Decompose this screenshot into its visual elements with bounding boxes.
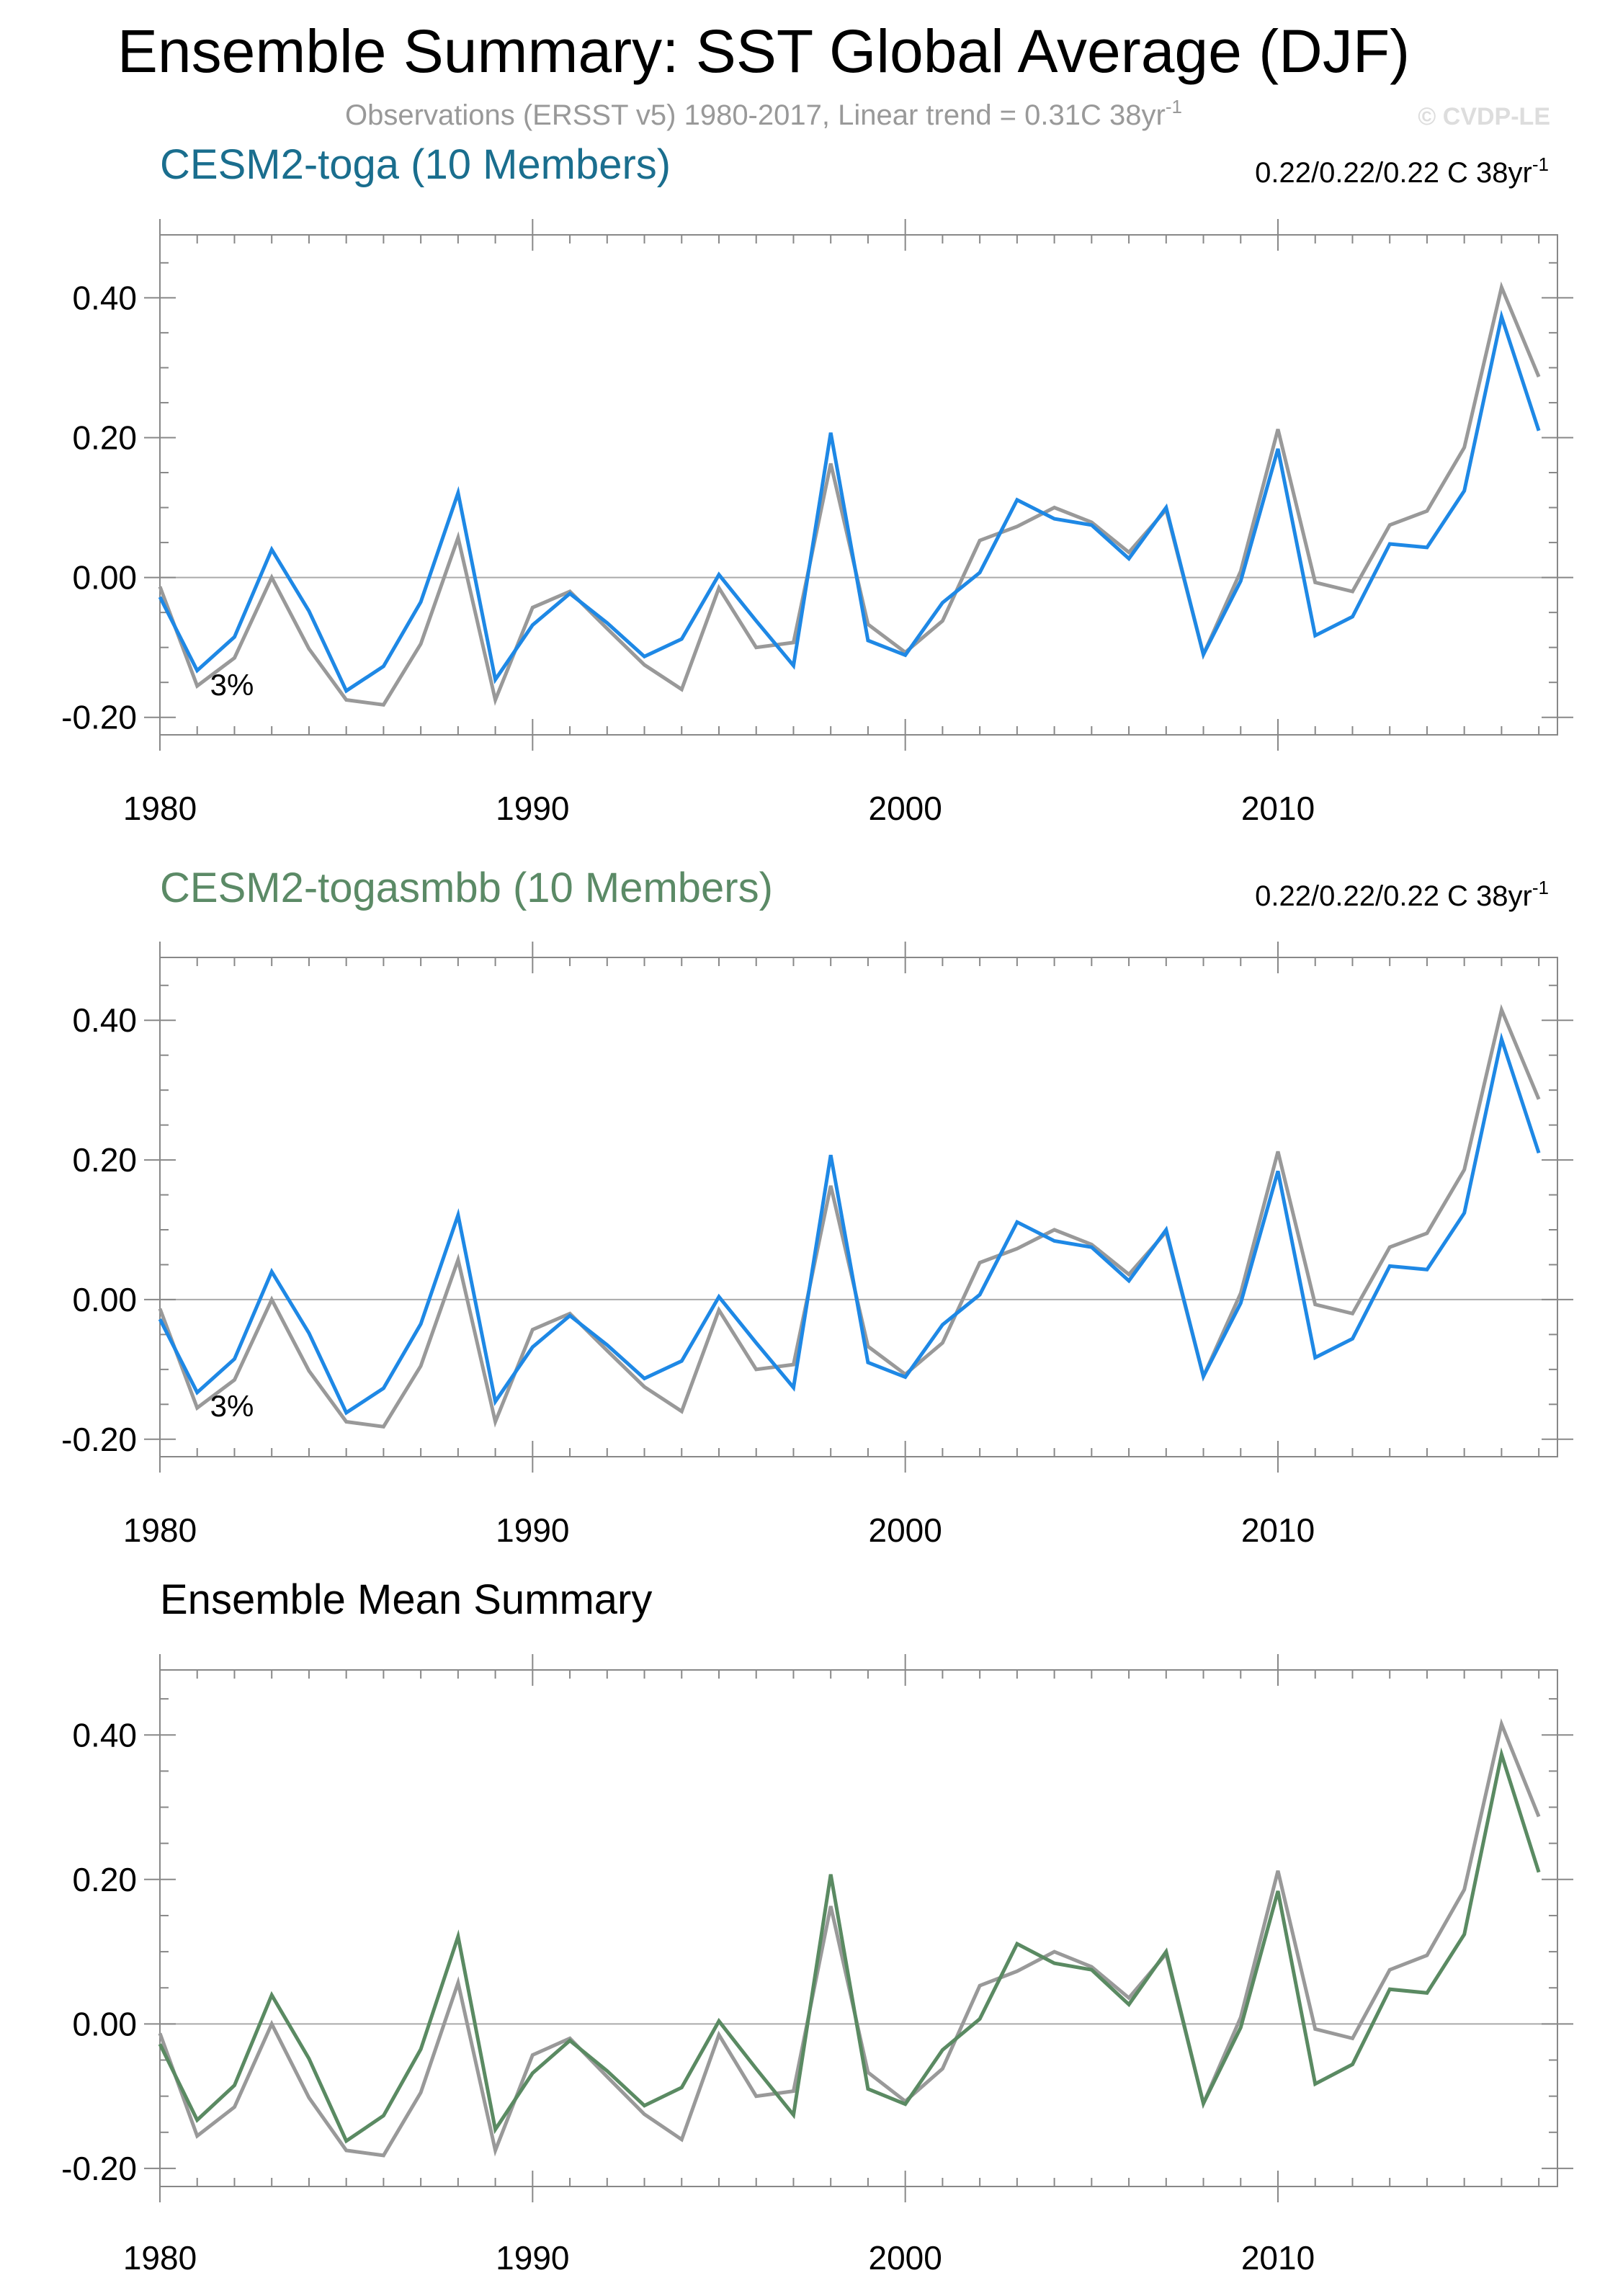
y-tick-label: 0.20 xyxy=(72,1861,137,1898)
y-tick-label: 0.40 xyxy=(72,1716,137,1754)
trend-label-text: 0.22/0.22/0.22 C 38yr xyxy=(1255,880,1532,912)
x-tick-label: 1990 xyxy=(496,2239,569,2277)
figure-subtitle-text: Observations (ERSST v5) 1980-2017, Linea… xyxy=(345,99,1166,131)
panel-title: Ensemble Mean Summary xyxy=(160,1576,652,1623)
x-tick-label: 2010 xyxy=(1241,2239,1315,2277)
figure-subtitle-superscript: -1 xyxy=(1166,96,1182,117)
trend-label-superscript: -1 xyxy=(1532,877,1549,898)
y-tick-label: -0.20 xyxy=(61,1421,137,1458)
observations-line xyxy=(158,1717,1541,2158)
y-tick-label: -0.20 xyxy=(61,699,137,736)
plot-frame xyxy=(159,957,1558,1457)
y-tick-label: -0.20 xyxy=(61,2150,137,2187)
x-tick-label: 2010 xyxy=(1241,790,1315,827)
y-tick-label: 0.20 xyxy=(72,419,137,456)
figure-subtitle: Observations (ERSST v5) 1980-2017, Linea… xyxy=(345,96,1182,131)
figure-title: Ensemble Summary: SST Global Average (DJ… xyxy=(117,17,1410,85)
panel-3: Ensemble Mean Summary -0.20 0.00 0.20 0.40 19… xyxy=(61,1576,1573,2277)
y-tick-label: 0.40 xyxy=(72,279,137,316)
y-tick-label: 0.40 xyxy=(72,1001,137,1039)
watermark: © CVDP-LE xyxy=(1418,103,1550,130)
x-tick-label: 1990 xyxy=(496,790,569,827)
model-line xyxy=(158,1747,1541,2144)
trend-label-text: 0.22/0.22/0.22 C 38yr xyxy=(1255,157,1532,189)
y-tick-label: 0.00 xyxy=(72,1281,137,1318)
percent-label: 3% xyxy=(210,668,254,702)
trend-label: 0.22/0.22/0.22 C 38yr-1 xyxy=(1255,877,1549,912)
plot-frame xyxy=(159,1669,1558,2187)
panel-2: CESM2-togasmbb (10 Members) 0.22/0.22/0.2… xyxy=(61,865,1573,1549)
x-tick-label: 2000 xyxy=(868,790,942,827)
x-tick-label: 1980 xyxy=(123,1511,197,1549)
x-tick-label: 2010 xyxy=(1241,1511,1315,1549)
y-tick-label: 0.00 xyxy=(72,559,137,597)
x-tick-label: 1980 xyxy=(123,2239,197,2277)
y-tick-label: 0.00 xyxy=(72,2005,137,2042)
panel-title: CESM2-toga (10 Members) xyxy=(160,141,671,188)
x-tick-label: 1990 xyxy=(496,1511,569,1549)
observations-line xyxy=(158,1004,1541,1429)
x-tick-label: 2000 xyxy=(868,1511,942,1549)
x-tick-label: 1980 xyxy=(123,790,197,827)
panel-1: CESM2-toga (10 Members) 0.22/0.22/0.22 C … xyxy=(61,141,1573,827)
percent-label: 3% xyxy=(210,1389,254,1423)
panel-title: CESM2-togasmbb (10 Members) xyxy=(160,865,773,911)
trend-label: 0.22/0.22/0.22 C 38yr-1 xyxy=(1255,153,1549,189)
model-line xyxy=(158,310,1541,694)
trend-label-superscript: -1 xyxy=(1532,153,1549,175)
y-tick-label: 0.20 xyxy=(72,1141,137,1179)
x-tick-label: 2000 xyxy=(868,2239,942,2277)
plot-frame xyxy=(159,234,1558,736)
model-line xyxy=(158,1032,1541,1416)
observations-line xyxy=(158,281,1541,707)
